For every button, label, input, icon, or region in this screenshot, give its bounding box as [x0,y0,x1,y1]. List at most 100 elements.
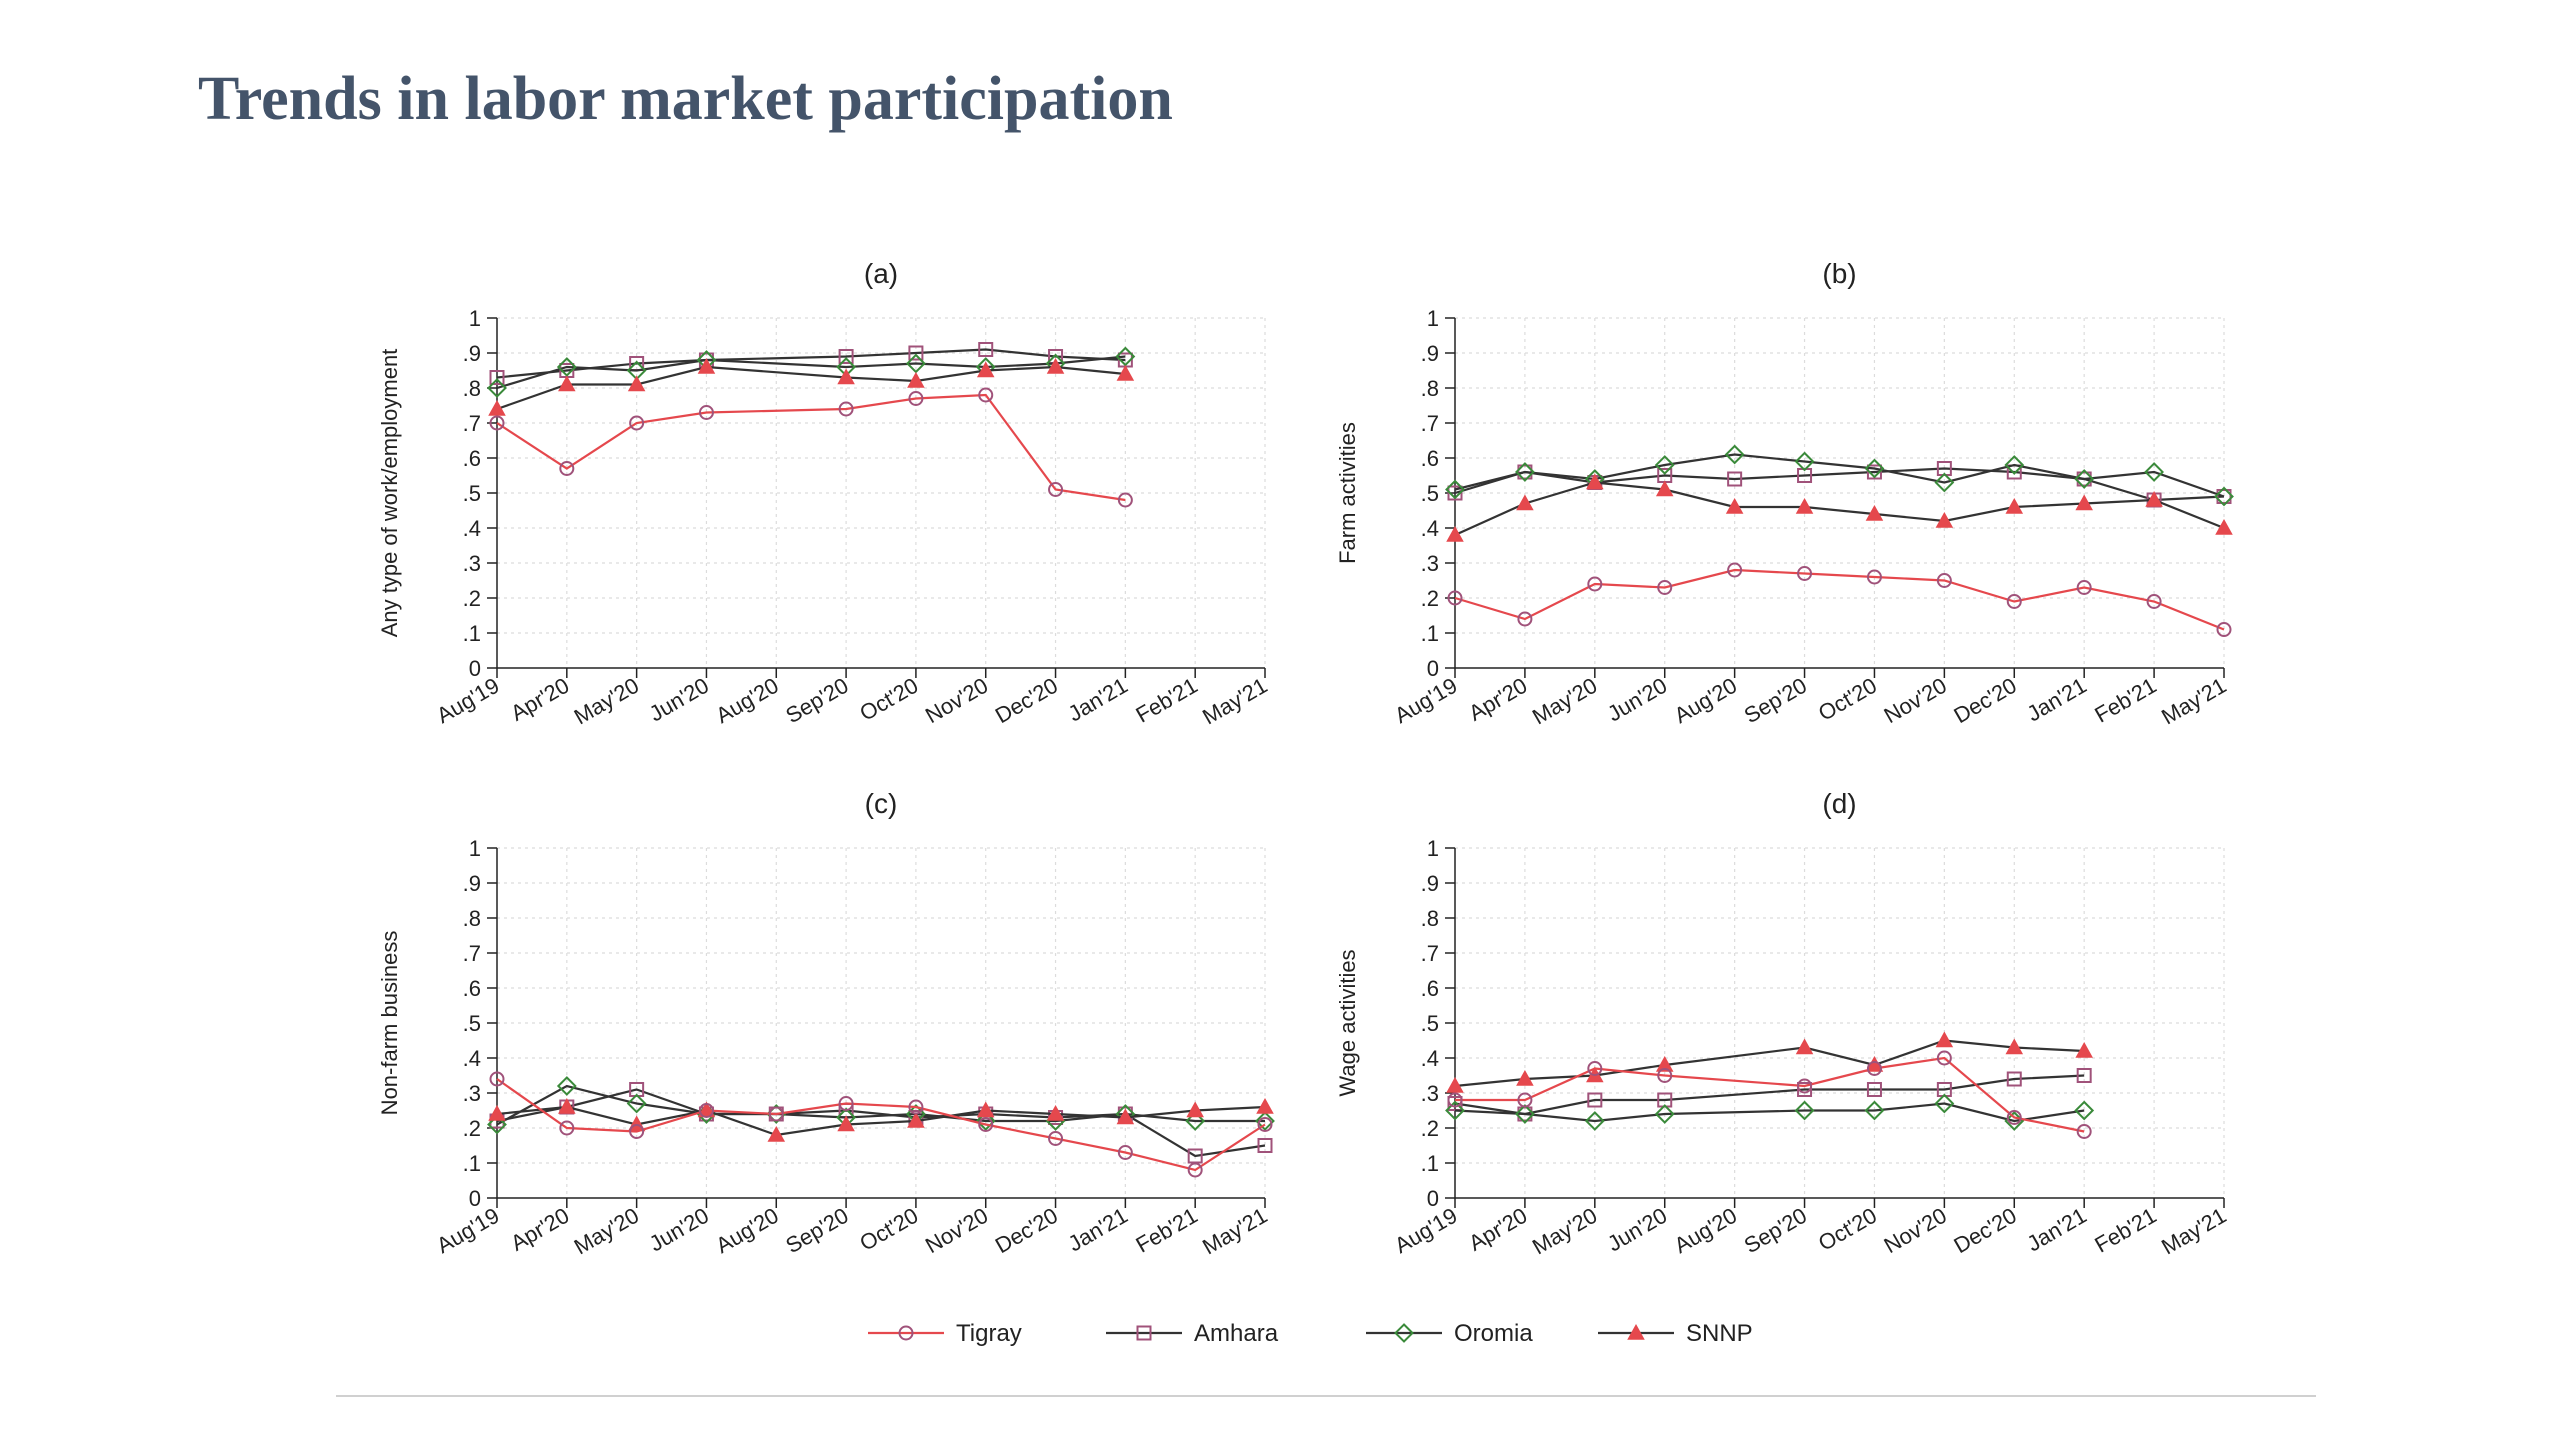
series-tigray [1447,1050,2092,1139]
data-point-snnp [907,1111,925,1128]
data-point-snnp [558,375,576,392]
data-point-amhara [1727,471,1743,487]
x-tick-label: Aug'19 [1390,673,1461,729]
data-point-tigray [559,461,575,476]
data-point-snnp [1725,497,1744,514]
series-line-amhara [496,1088,1266,1158]
data-point-oromia [1654,1104,1675,1124]
data-point-tigray [1587,1061,1603,1076]
data-point-snnp [1795,497,1814,514]
series-line-snnp [496,1105,1266,1137]
y-axis-title: Wage activities [1335,949,1360,1096]
data-point-oromia [1794,1100,1815,1121]
series-tigray [489,387,1133,508]
y-tick-label: .9 [1421,341,1439,366]
x-tick-label: Nov'20 [921,1203,992,1259]
data-point-tigray [2006,1110,2022,1125]
data-point-amhara [1866,464,1882,480]
series-amhara [1447,1068,2092,1122]
series-line-amhara [1454,1074,2085,1116]
x-tick-label: Aug'19 [432,673,503,729]
data-point-tigray [2216,622,2232,637]
y-tick-label: .6 [1421,976,1439,1001]
y-tick-label: .1 [463,1151,481,1176]
y-tick-label: 0 [1427,656,1439,681]
data-point-amhara [2076,1068,2092,1083]
series-line-snnp [1454,1039,2085,1088]
series-line-tigray [1455,1056,2085,1133]
x-tick-label: Sep'20 [781,673,852,729]
series-line-tigray [496,393,1126,502]
data-point-snnp [1046,1104,1065,1121]
data-point-snnp [767,1125,786,1142]
data-point-amhara [978,342,994,357]
y-tick-label: 1 [469,306,481,331]
data-point-tigray [908,1099,924,1115]
series-oromia [1445,1093,2095,1131]
x-tick-label: Feb'21 [2090,1203,2160,1258]
y-tick-label: .7 [1421,411,1439,436]
y-tick-label: .8 [1421,376,1439,401]
data-point-amhara [1587,1092,1603,1108]
x-tick-label: May'21 [1198,673,1271,730]
data-point-tigray [489,415,505,431]
y-tick-label: .7 [463,411,481,436]
y-tick-label: .6 [463,976,481,1001]
x-tick-label: Aug'20 [712,673,783,729]
y-tick-label: .5 [463,481,481,506]
data-point-tigray [2076,580,2092,595]
y-tick-label: .5 [463,1011,481,1036]
data-point-oromia [1864,1100,1885,1121]
series-line-oromia [496,355,1126,390]
x-tick-label: Sep'20 [781,1203,852,1259]
data-point-oromia [1514,462,1535,482]
y-tick-label: .4 [463,516,481,541]
x-tick-label: Aug'20 [1670,673,1741,729]
data-point-tigray [698,1103,714,1118]
legend: Tigray Amhara Oromia SNNP [868,1320,1753,1347]
series-line-tigray [496,1078,1266,1172]
data-point-oromia [487,378,507,398]
x-tick-label: Sep'20 [1740,673,1811,729]
data-point-oromia [1584,1111,1605,1131]
data-point-tigray [1936,1050,1952,1066]
data-point-snnp [1446,525,1464,542]
y-tick-label: .7 [1421,941,1439,966]
series-oromia [1445,444,2234,507]
data-point-tigray [1447,590,1463,606]
data-point-snnp [2005,497,2024,514]
y-tick-label: .3 [463,551,481,576]
data-point-snnp [2005,1038,2024,1055]
data-point-snnp [1046,357,1065,374]
y-tick-label: 0 [469,1186,481,1211]
y-tick-label: .7 [463,941,481,966]
y-tick-label: .6 [463,446,481,471]
data-point-oromia [1185,1111,1206,1131]
series-line-amhara [1454,467,2225,502]
data-point-snnp [2145,490,2163,507]
series-line-snnp [1454,481,2225,537]
footer-divider [336,1395,2316,1397]
x-tick-label: Dec'20 [991,1203,1062,1259]
y-tick-label: .8 [463,906,481,931]
y-tick-label: .1 [1421,621,1439,646]
y-tick-label: .8 [463,376,481,401]
data-point-tigray [2146,594,2162,609]
series-tigray [1447,562,2232,637]
x-tick-label: May'20 [1528,1203,1601,1260]
data-point-amhara [2216,489,2232,504]
data-point-tigray [1866,569,1882,585]
x-tick-label: Apr'20 [506,1203,573,1256]
data-point-oromia [487,1114,507,1135]
x-tick-label: Aug'20 [1670,1203,1741,1259]
data-point-snnp [558,1097,576,1114]
legend-label-oromia: Oromia [1454,1320,1533,1347]
data-point-oromia [1445,479,1465,500]
slide-title: Trends in labor market participation [198,65,1173,133]
y-tick-label: .4 [463,1046,481,1071]
